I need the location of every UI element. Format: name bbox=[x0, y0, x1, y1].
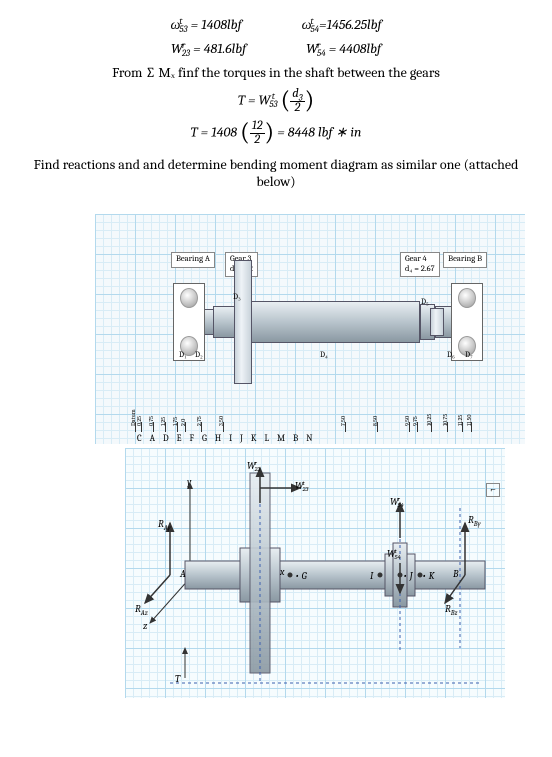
axis-x: x bbox=[280, 566, 284, 578]
tick-label: 10.25 bbox=[426, 414, 433, 426]
tick-label: 3.50 bbox=[218, 416, 225, 426]
dim-d5: D₅ bbox=[421, 297, 429, 306]
axis-z: z bbox=[143, 620, 147, 632]
tick-label: 0.25 bbox=[136, 416, 143, 426]
ruler-letters: C A D E F G H I J K L M B N bbox=[137, 434, 315, 444]
label-W54t: Wt54 bbox=[387, 548, 401, 561]
tick-label: 8.50 bbox=[372, 416, 379, 426]
shaft-center bbox=[250, 301, 420, 343]
dim-d1: D₁ bbox=[179, 350, 187, 359]
label-W23t: Wt23 bbox=[295, 480, 308, 493]
tick-label: 0.75 bbox=[148, 416, 155, 426]
label-gear4: Gear 4 d₄ = 2.67 bbox=[400, 252, 440, 277]
tick-label: 1.25 bbox=[160, 417, 167, 426]
label-RAz: RAz bbox=[135, 603, 148, 615]
text-from-sum: From ∑ Mₓ finf the torques in the shaft … bbox=[20, 64, 532, 82]
point-A: A bbox=[180, 568, 186, 580]
point-K: • K bbox=[422, 570, 435, 582]
callout-box: ⌐ bbox=[486, 483, 500, 497]
eq-w23: Wr23 = 481.6lbf bbox=[171, 40, 246, 58]
figure-freebody: y x z T RAy RAz RBy RBz Wr23 Wt23 Wr54 W… bbox=[125, 448, 505, 698]
point-G: • G bbox=[295, 570, 307, 582]
dim-d3: D₃ bbox=[233, 292, 241, 301]
axis-y: y bbox=[187, 476, 191, 488]
tick-label: 11.50 bbox=[466, 415, 473, 427]
tick-label: 9.75 bbox=[412, 417, 419, 427]
eq-omega-53: ωt53 = 1408lbf bbox=[171, 16, 242, 34]
eq-omega-54: ωt54=1456.25lbf bbox=[302, 16, 382, 34]
eq-w54: Wr54 = 4408lbf bbox=[306, 40, 381, 58]
tick-label: 1.75 bbox=[172, 417, 179, 426]
tick-label: 11.25 bbox=[457, 415, 464, 426]
label-bearing-a: Bearing A bbox=[171, 252, 215, 267]
eq-T-symbolic: T = Wt53 (d32) bbox=[20, 88, 532, 114]
tick-label: 2.0 bbox=[180, 419, 187, 426]
label-W23r: Wr23 bbox=[247, 460, 260, 473]
label-bearing-b: Bearing B bbox=[443, 252, 487, 267]
text-find-reactions: Find reactions and and determine bending… bbox=[20, 156, 532, 190]
dim-d4: D₄ bbox=[320, 350, 328, 359]
figure-shaft-drawing: Bearing A Bearing B Gear 3 d₃ = 12 Gear … bbox=[95, 214, 525, 444]
label-W54r: Wr54 bbox=[390, 496, 404, 509]
point-J: • J bbox=[403, 570, 413, 582]
tick-label: 10.75 bbox=[442, 414, 449, 426]
eq-T-numeric: T = 1408 (122) = 8448 lbf ∗ in bbox=[20, 120, 532, 146]
label-RBz: RBz bbox=[445, 603, 458, 615]
gear-4 bbox=[430, 308, 444, 336]
gear-3 bbox=[234, 260, 252, 384]
dim-d7: D₇ bbox=[465, 350, 473, 359]
point-B: B bbox=[453, 568, 458, 580]
dim-d6: D₆ bbox=[447, 350, 455, 359]
label-RBy: RBy bbox=[468, 514, 481, 526]
label-RAy: RAy bbox=[158, 518, 171, 530]
tick-label: 7.50 bbox=[340, 416, 347, 426]
label-T: T bbox=[175, 673, 180, 685]
point-I: I bbox=[370, 570, 373, 582]
tick-label: 9.50 bbox=[404, 416, 411, 426]
tick-label: 2.75 bbox=[196, 417, 203, 427]
ruler: Datum0.250.751.251.752.02.753.507.508.50… bbox=[135, 426, 515, 444]
dim-d2: D₂ bbox=[195, 350, 203, 359]
